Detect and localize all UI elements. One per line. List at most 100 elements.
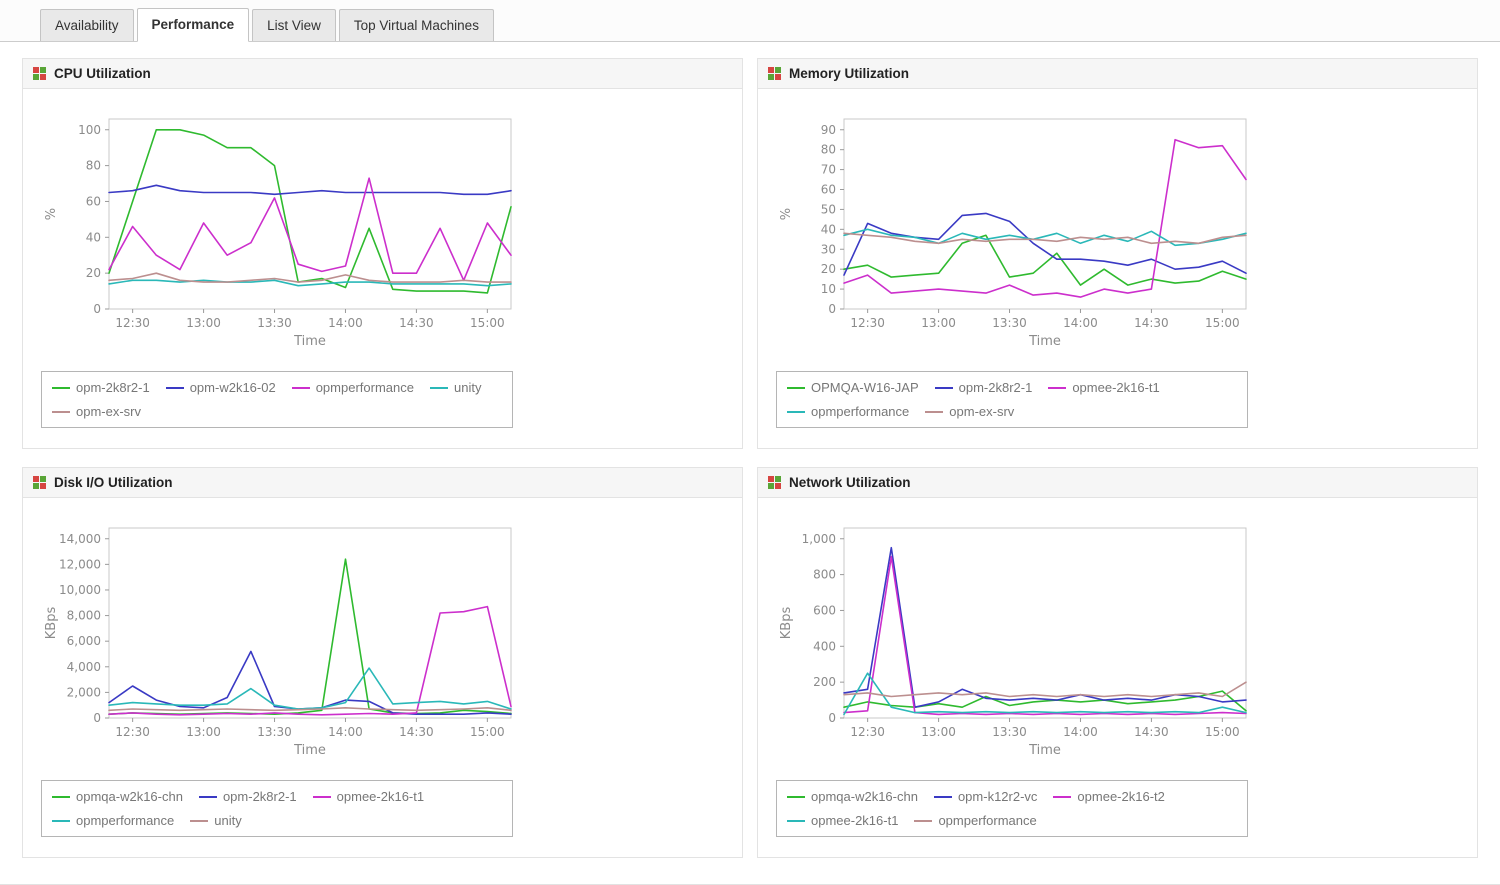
plot-area [843, 527, 1247, 719]
x-tick-label: 14:00 [328, 316, 363, 330]
tab-list-view[interactable]: List View [252, 9, 336, 41]
y-tick-label: 0 [93, 302, 101, 316]
legend-item: opmee-2k16-t1 [787, 813, 898, 828]
memory-utilization-series-opmperformance [843, 228, 1247, 247]
panel-header: Disk I/O Utilization [23, 468, 742, 498]
legend-swatch [787, 795, 805, 798]
charts-grid: CPU Utilization 0 20 40 60 80 100 12:30 13:00 13… [0, 42, 1500, 885]
y-tick-label: 800 [813, 568, 836, 582]
y-tick-label: 40 [86, 230, 101, 244]
legend-label: opm-w2k16-02 [189, 380, 276, 395]
legend-swatch [291, 386, 310, 389]
disk-io-utilization-series-opmee-2k16-t1 [108, 605, 512, 716]
cpu-utilization-series-unity [108, 279, 512, 287]
panel-header: Memory Utilization [758, 59, 1477, 89]
y-tick-label: 10 [821, 282, 836, 296]
y-tick-label: 80 [86, 159, 101, 173]
legend-label: opmqa-w2k16-chn [811, 789, 918, 804]
y-tick-label: 20 [86, 266, 101, 280]
network-utilization-panel: Network Utilization 0 200 400 600 800 1,000 12… [757, 467, 1478, 858]
chart-widget-icon [768, 476, 781, 489]
cpu-utilization-chart: 0 20 40 60 80 100 12:30 13:00 13:30 14:00 14:30 15:… [44, 118, 512, 349]
tab-top-virtual-machines[interactable]: Top Virtual Machines [338, 9, 494, 41]
tab-performance[interactable]: Performance [136, 8, 250, 42]
y-tick-label: 80 [821, 143, 836, 157]
chart-legend: opmqa-w2k16-chn opm-2k8r2-1 opmee-2k16-t1 o… [41, 780, 513, 837]
y-tick-label: 0 [828, 302, 836, 316]
y-tick-label: 200 [813, 675, 836, 689]
legend-swatch [925, 410, 944, 413]
panel-title: Network Utilization [789, 475, 911, 490]
x-tick-label: 13:30 [257, 316, 292, 330]
legend-item: opm-2k8r2-1 [198, 789, 297, 804]
x-tick-label: 15:00 [1205, 725, 1240, 739]
y-tick-label: 70 [821, 163, 836, 177]
x-tick-label: 15:00 [1205, 316, 1240, 330]
legend-label: unity [214, 813, 242, 828]
legend-item: unity [190, 813, 242, 828]
legend-label: opm-2k8r2-1 [958, 380, 1033, 395]
x-tick-label: 14:00 [1063, 725, 1098, 739]
panel-title: Disk I/O Utilization [54, 475, 173, 490]
legend-label: opmqa-w2k16-chn [76, 789, 183, 804]
legend-swatch [787, 386, 805, 389]
panel-title: Memory Utilization [789, 66, 910, 81]
legend-item: opmee-2k16-t1 [312, 789, 424, 804]
x-tick-label: 14:30 [1134, 316, 1169, 330]
legend-swatch [787, 410, 805, 413]
chart-widget-icon [33, 67, 46, 80]
x-tick-label: 13:30 [992, 725, 1027, 739]
legend-label: opm-ex-srv [949, 404, 1015, 419]
x-tick-label: 15:00 [470, 725, 505, 739]
x-tick-label: 15:00 [470, 316, 505, 330]
tab-availability[interactable]: Availability [40, 9, 134, 41]
legend-item: unity [429, 380, 482, 395]
legend-item: opm-ex-srv [925, 404, 1014, 419]
legend-swatch [429, 386, 448, 389]
y-tick-label: 4,000 [67, 660, 101, 674]
chart-legend: OPMQA-W16-JAP opm-2k8r2-1 opmee-2k16-t1 opm… [776, 371, 1248, 428]
panel-body: 0 20 40 60 80 100 12:30 13:00 13:30 14:00 14:30 15:… [23, 89, 742, 448]
memory-utilization-series-opmee-2k16-t1 [843, 138, 1247, 298]
x-tick-label: 13:00 [186, 316, 221, 330]
chart-widget-icon [768, 67, 781, 80]
y-tick-label: 30 [821, 242, 836, 256]
x-tick-label: 13:00 [921, 316, 956, 330]
memory-utilization-panel: Memory Utilization 0 10 20 30 40 50 60 70 80 90 12… [757, 58, 1478, 449]
legend-label: opmperformance [811, 404, 910, 419]
y-tick-label: 6,000 [67, 634, 101, 648]
legend-item: opmperformance [914, 813, 1037, 828]
x-tick-label: 13:30 [992, 316, 1027, 330]
y-axis-title: KBps [779, 607, 794, 640]
disk-io-utilization-series-opmperformance [108, 667, 512, 710]
y-tick-label: 100 [78, 123, 101, 137]
panel-body: 0 2,000 4,000 6,000 8,000 10,000 12,000 14,000 1… [23, 498, 742, 857]
network-utilization-series-opmperformance [843, 681, 1247, 698]
legend-label: opmee-2k16-t1 [811, 813, 899, 828]
disk-io-utilization-panel: Disk I/O Utilization 0 2,000 4,000 6,000 8,0… [22, 467, 743, 858]
legend-swatch [787, 819, 805, 822]
chart-legend: opmqa-w2k16-chn opm-k12r2-vc opmee-2k16-t2… [776, 780, 1248, 837]
legend-item: opmee-2k16-t2 [1053, 789, 1165, 804]
x-tick-label: 12:30 [115, 316, 150, 330]
cpu-utilization-series-opmperformance [108, 177, 512, 282]
x-tick-label: 13:00 [186, 725, 221, 739]
legend-swatch [1048, 386, 1067, 389]
legend-label: unity [453, 380, 482, 395]
legend-item: opmee-2k16-t1 [1048, 380, 1160, 395]
memory-utilization-series-OPMQA-W16-JAP [843, 234, 1247, 286]
y-axis-title: % [779, 208, 794, 220]
legend-label: opmperformance [315, 380, 414, 395]
y-tick-label: 40 [821, 222, 836, 236]
legend-item: opmperformance [52, 813, 174, 828]
panel-header: Network Utilization [758, 468, 1477, 498]
legend-swatch [198, 795, 217, 798]
cpu-utilization-panel: CPU Utilization 0 20 40 60 80 100 12:30 13:00 13… [22, 58, 743, 449]
chart-legend: opm-2k8r2-1 opm-w2k16-02 opmperformance uni… [41, 371, 513, 428]
network-utilization-chart: 0 200 400 600 800 1,000 12:30 13:00 13:30 14:00 14… [779, 527, 1247, 758]
x-axis-title: Time [293, 334, 326, 349]
x-tick-label: 13:30 [257, 725, 292, 739]
legend-swatch [933, 795, 952, 798]
panel-body: 0 200 400 600 800 1,000 12:30 13:00 13:30 14:00 14… [758, 498, 1477, 857]
memory-utilization-series-opm-ex-srv [843, 232, 1247, 245]
